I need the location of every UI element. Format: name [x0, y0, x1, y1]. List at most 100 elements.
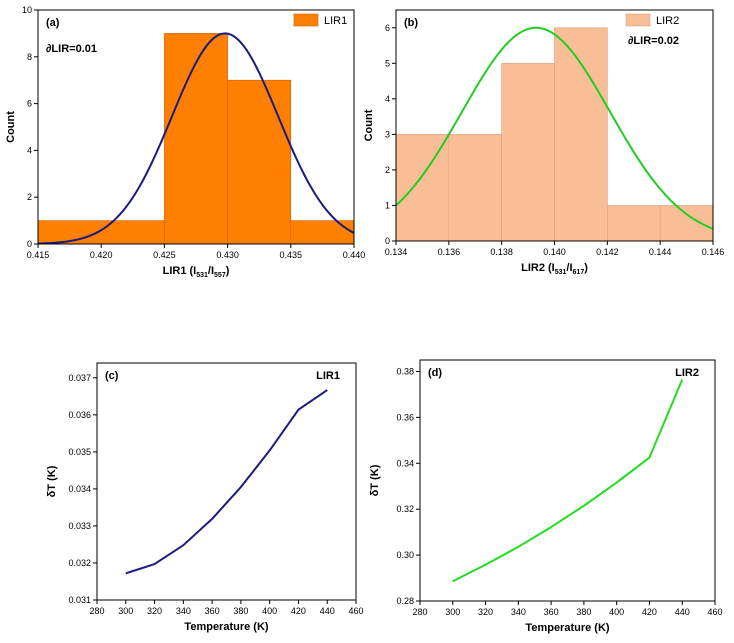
x-tick-label: 0.420 — [90, 250, 113, 260]
x-axis-label-part: /I — [566, 262, 572, 274]
x-tick-label: 0.146 — [702, 247, 725, 257]
y-tick-label: 5 — [385, 58, 390, 68]
y-tick-label: 0.035 — [68, 447, 91, 457]
histogram-bar — [395, 134, 450, 242]
x-tick-label: 420 — [291, 606, 306, 616]
y-tick-label: 0.32 — [396, 504, 414, 514]
y-tick-label: 0.037 — [68, 373, 91, 383]
histogram-bar — [37, 220, 165, 245]
gaussian-fit-curve — [37, 32, 355, 245]
x-axis-label-sub: 557 — [214, 272, 226, 279]
y-tick-label: 0.36 — [396, 412, 414, 422]
x-tick-label: 300 — [445, 607, 460, 617]
y-tick-label: 3 — [385, 129, 390, 139]
y-tick-label: 0.30 — [396, 550, 414, 560]
x-tick-label: 340 — [176, 606, 191, 616]
x-tick-label: 0.430 — [216, 250, 239, 260]
x-tick-label: 360 — [205, 606, 220, 616]
y-axis-label: Count — [5, 111, 17, 143]
x-tick-label: 0.140 — [543, 247, 566, 257]
plot-frame — [37, 9, 355, 245]
x-tick-label: 420 — [642, 607, 657, 617]
delta-lir-annotation: ∂LIR=0.01 — [46, 43, 97, 55]
y-tick-label: 0.032 — [68, 558, 91, 568]
series-line — [452, 379, 684, 583]
series-label: LIR2 — [675, 367, 699, 379]
y-tick-label: 4 — [27, 145, 32, 155]
panel-1: 0.415 0.420 0.425 0.430 0.435 0.440 0 2 4 6 8 10 (a)… — [5, 5, 365, 279]
x-tick-label: 400 — [609, 607, 624, 617]
y-tick-label: 2 — [27, 192, 32, 202]
y-tick-label: 6 — [385, 23, 390, 33]
x-tick-label: 440 — [320, 606, 335, 616]
y-tick-label: 0.034 — [68, 484, 91, 494]
histogram-bar — [659, 205, 714, 242]
histogram-bar — [448, 134, 502, 242]
histogram-bar — [501, 63, 555, 242]
x-tick-label: 320 — [147, 606, 162, 616]
y-tick-label: 1 — [385, 200, 390, 210]
y-tick-label: 0 — [385, 236, 390, 246]
y-tick-label: 0.033 — [68, 521, 91, 531]
x-axis-label-sub: 617 — [573, 269, 585, 276]
panel-label: (d) — [428, 367, 442, 379]
x-tick-label: 0.142 — [596, 247, 619, 257]
y-tick-label: 0.28 — [396, 596, 414, 606]
y-tick-label: 8 — [27, 52, 32, 62]
x-tick-label: 0.144 — [649, 247, 672, 257]
x-axis-label: LIR2 (I531/I617) — [521, 262, 588, 276]
plot-frame — [96, 362, 357, 601]
x-axis-label-part: ) — [226, 265, 230, 277]
histogram-bar — [164, 33, 228, 245]
panel-label: (a) — [46, 17, 60, 29]
y-axis-label: δT (K) — [369, 464, 381, 496]
panel-2: 0.134 0.136 0.138 0.140 0.142 0.144 0.146 0 1 2 3 4… — [363, 9, 725, 276]
legend-swatch — [293, 13, 319, 27]
x-tick-label: 400 — [262, 606, 277, 616]
x-axis-label: Temperature (K) — [184, 621, 268, 633]
x-tick-label: 0.440 — [343, 250, 366, 260]
plot-frame — [419, 359, 716, 602]
histogram-bar — [227, 79, 292, 245]
histogram-bar — [554, 27, 608, 242]
x-tick-label: 300 — [118, 606, 133, 616]
x-tick-label: 380 — [233, 606, 248, 616]
histogram-bar — [290, 220, 355, 245]
y-axis-label: Count — [363, 109, 375, 141]
y-axis-label: δT (K) — [46, 465, 58, 497]
y-tick-label: 0.031 — [68, 595, 91, 605]
x-tick-label: 320 — [478, 607, 493, 617]
panel-3: 280 300 320 340 360 380 400 420 440 460 0.031 0.032… — [46, 362, 364, 633]
x-axis-label-part: ) — [584, 262, 588, 274]
y-tick-label: 0.036 — [68, 410, 91, 420]
x-tick-label: 0.415 — [27, 250, 50, 260]
gaussian-fit-curve — [395, 26, 714, 230]
series-line — [125, 389, 328, 575]
y-tick-label: 10 — [22, 5, 32, 15]
x-axis-label: Temperature (K) — [525, 622, 609, 634]
delta-lir-annotation: ∂LIR=0.02 — [628, 35, 679, 47]
y-tick-label: 0.34 — [396, 458, 414, 468]
y-tick-label: 6 — [27, 99, 32, 109]
x-tick-label: 0.435 — [280, 250, 303, 260]
x-tick-label: 460 — [707, 607, 722, 617]
x-tick-label: 440 — [675, 607, 690, 617]
histogram-bar — [607, 205, 661, 242]
x-axis-label-part: /I — [208, 265, 214, 277]
legend-swatch — [625, 13, 651, 27]
series-label: LIR1 — [316, 370, 340, 382]
legend-label: LIR1 — [324, 15, 347, 27]
x-tick-label: 460 — [348, 606, 363, 616]
x-tick-label: 0.136 — [438, 247, 461, 257]
panel-label: (b) — [404, 17, 418, 29]
x-tick-label: 340 — [511, 607, 526, 617]
x-tick-label: 280 — [412, 607, 427, 617]
x-tick-label: 380 — [576, 607, 591, 617]
y-tick-label: 0 — [27, 239, 32, 249]
panel-label: (c) — [105, 370, 119, 382]
y-tick-label: 2 — [385, 165, 390, 175]
x-tick-label: 360 — [544, 607, 559, 617]
x-axis-label-sub: 531 — [196, 272, 208, 279]
y-tick-label: 0.38 — [396, 366, 414, 376]
legend-label: LIR2 — [656, 15, 679, 27]
